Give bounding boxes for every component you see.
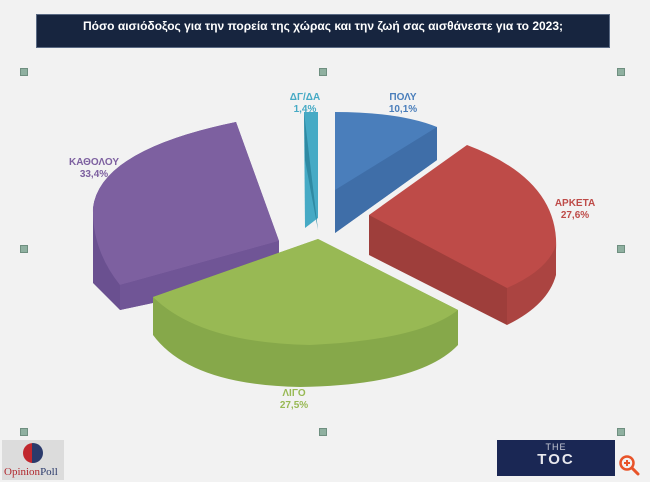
slice-katholou[interactable] <box>92 122 279 310</box>
chart-title: Πόσο αισιόδοξος για την πορεία της χώρας… <box>36 14 610 48</box>
slice-dgda[interactable] <box>304 112 318 230</box>
label-poly: ΠΟΛΥ 10,1% <box>388 92 418 115</box>
label-arketa: ΑΡΚΕΤΑ 27,6% <box>554 198 596 221</box>
resize-handle-tr[interactable] <box>617 68 625 76</box>
resize-handle-br[interactable] <box>617 428 625 436</box>
opinionpoll-logo: OpinionPoll <box>2 440 64 480</box>
thetoc-logo: THE TOC <box>497 440 615 476</box>
slice-poly[interactable] <box>335 112 437 233</box>
label-ligo: ΛΙΓΟ 27,5% <box>279 388 309 411</box>
resize-handle-tl[interactable] <box>20 68 28 76</box>
resize-handle-tc[interactable] <box>319 68 327 76</box>
resize-handle-bc[interactable] <box>319 428 327 436</box>
label-dgda: ΔΓ/ΔΑ 1,4% <box>289 92 321 115</box>
zoom-in-icon[interactable] <box>618 454 640 476</box>
slice-arketa[interactable] <box>369 145 557 325</box>
slice-ligo[interactable] <box>153 239 458 387</box>
resize-handle-bl[interactable] <box>20 428 28 436</box>
resize-handle-ml[interactable] <box>20 245 28 253</box>
label-katholou: ΚΑΘΟΛΟΥ 33,4% <box>68 157 120 180</box>
resize-handle-mr[interactable] <box>617 245 625 253</box>
opinionpoll-logo-mark <box>23 443 43 463</box>
